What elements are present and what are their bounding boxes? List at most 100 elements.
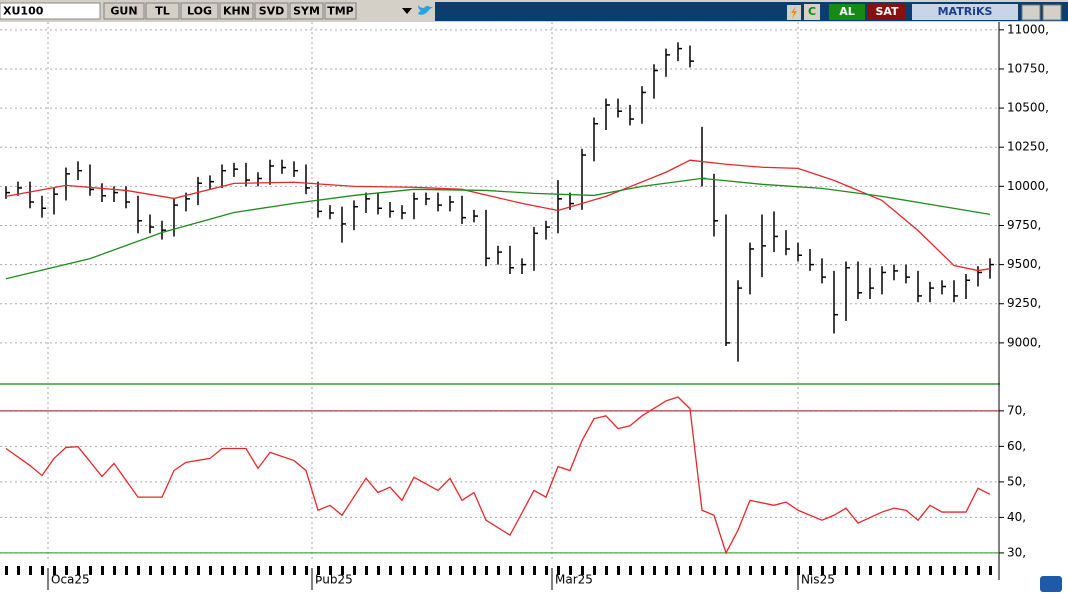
minimize-btn[interactable] — [1021, 4, 1041, 21]
ruler-tick — [53, 566, 56, 575]
ruler-tick — [437, 566, 440, 575]
ruler-tick — [761, 566, 764, 575]
ruler-tick — [413, 566, 416, 575]
y-tick-label: 10000, — [1007, 179, 1049, 193]
ruler-tick — [365, 566, 368, 575]
toolbar: XU100 GUN TL LOG KHN SVD SYM TMP C AL SAT MATRiKS — [0, 0, 1068, 22]
toolbar-button-label: LOG — [187, 5, 212, 18]
y-tick-label: 40, — [1007, 510, 1026, 524]
ruler-tick — [377, 566, 380, 575]
ruler-tick — [221, 566, 224, 575]
ruler-tick — [725, 566, 728, 575]
ruler-tick — [653, 566, 656, 575]
brand-box — [912, 4, 1018, 20]
ruler-tick — [533, 566, 536, 575]
ruler-tick — [269, 566, 272, 575]
y-tick-label: 10500, — [1007, 101, 1049, 115]
x-tick-label: Nis25 — [801, 573, 835, 587]
ruler-tick — [125, 566, 128, 575]
action-button[interactable] — [829, 4, 865, 20]
ruler-tick — [77, 566, 80, 575]
ruler-tick — [341, 566, 344, 575]
time-ruler — [0, 560, 1068, 592]
ruler-tick — [389, 566, 392, 575]
ruler-tick — [605, 566, 608, 575]
ruler-tick — [545, 566, 548, 575]
ruler-tick — [509, 566, 512, 575]
y-tick-label: 30, — [1007, 545, 1026, 559]
ruler-tick — [233, 566, 236, 575]
ruler-tick — [329, 566, 332, 575]
toolbar-button[interactable] — [254, 2, 289, 20]
ruler-tick — [521, 566, 524, 575]
ruler-tick — [665, 566, 668, 575]
toolbar-button[interactable] — [145, 2, 180, 20]
toolbar-button[interactable] — [324, 2, 357, 20]
toolbar-button[interactable] — [180, 2, 219, 20]
ruler-tick — [65, 566, 68, 575]
y-tick-label: 9500, — [1007, 257, 1041, 271]
ruler-tick — [425, 566, 428, 575]
ruler-tick — [449, 566, 452, 575]
ruler-tick — [113, 566, 116, 575]
ruler-tick — [893, 566, 896, 575]
ruler-tick — [197, 566, 200, 575]
corner-icon[interactable] — [1040, 576, 1062, 592]
action-label: AL — [839, 5, 855, 18]
ruler-tick — [89, 566, 92, 575]
ruler-tick — [905, 566, 908, 575]
ruler-tick — [293, 566, 296, 575]
ruler-tick — [473, 566, 476, 575]
ruler-tick — [101, 566, 104, 575]
ruler-tick — [581, 566, 584, 575]
symbol-box[interactable] — [0, 2, 101, 20]
ruler-tick — [713, 566, 716, 575]
toolbar-button-label: SVD — [259, 5, 285, 18]
action-label: C — [808, 5, 816, 18]
ruler-tick — [557, 566, 560, 575]
ruler-tick — [161, 566, 164, 575]
moving-average — [5, 159, 991, 272]
ruler-tick — [149, 566, 152, 575]
ruler-tick — [485, 566, 488, 575]
toolbar-button[interactable] — [103, 2, 145, 20]
ruler-tick — [569, 566, 572, 575]
toolbar-button[interactable] — [219, 2, 254, 20]
ruler-tick — [305, 566, 308, 575]
ruler-tick — [245, 566, 248, 575]
restore-btn[interactable] — [1042, 4, 1062, 21]
action-button[interactable] — [804, 4, 820, 20]
toolbar-button-label: SYM — [293, 5, 320, 18]
action-button[interactable] — [868, 4, 906, 20]
twitter-icon[interactable] — [418, 5, 433, 15]
ruler-tick — [41, 566, 44, 575]
ruler-tick — [593, 566, 596, 575]
ruler-tick — [497, 566, 500, 575]
ruler-tick — [917, 566, 920, 575]
ruler-tick — [257, 566, 260, 575]
toolbar-dark — [435, 2, 1068, 21]
ruler-tick — [641, 566, 644, 575]
ruler-tick — [17, 566, 20, 575]
ruler-tick — [617, 566, 620, 575]
y-tick-label: 9000, — [1007, 335, 1041, 349]
toolbar-button-label: KHN — [223, 5, 250, 18]
ruler-tick — [869, 566, 872, 575]
y-tick-label: 70, — [1007, 403, 1026, 417]
x-tick-label: Oca25 — [51, 573, 90, 587]
ruler-tick — [353, 566, 356, 575]
dropdown-icon[interactable] — [402, 8, 412, 14]
x-tick-label: Mar25 — [555, 573, 593, 587]
ruler-tick — [929, 566, 932, 575]
ruler-tick — [461, 566, 464, 575]
x-tick-label: Þub25 — [315, 573, 353, 587]
ruler-tick — [737, 566, 740, 575]
ruler-tick — [989, 566, 992, 575]
toolbar-button[interactable] — [289, 2, 324, 20]
y-tick-label: 10250, — [1007, 140, 1049, 154]
ruler-tick — [941, 566, 944, 575]
ruler-tick — [629, 566, 632, 575]
ruler-tick — [137, 566, 140, 575]
